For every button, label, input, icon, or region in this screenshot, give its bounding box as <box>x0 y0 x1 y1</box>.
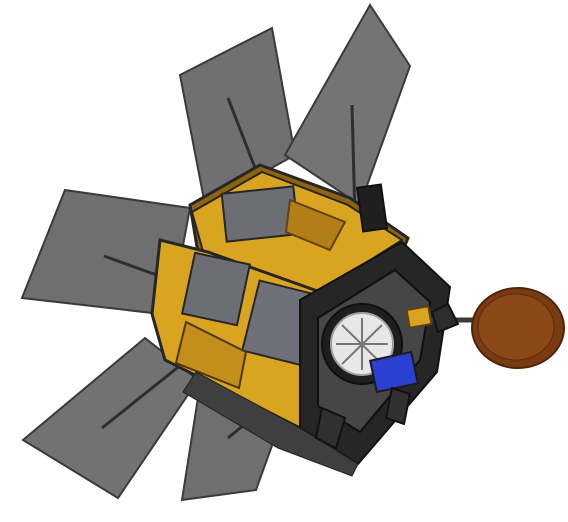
lens-strut-4 <box>341 324 383 365</box>
gold-component-right <box>405 305 433 329</box>
solar-panels <box>20 3 412 502</box>
antenna-dish-rim <box>477 293 555 361</box>
lower-right-bracket <box>384 386 412 426</box>
boom-bottom-left <box>101 354 193 430</box>
front-instruments <box>314 183 433 450</box>
blue-sensor-panel <box>368 350 420 394</box>
front-gray-module-left <box>180 251 252 327</box>
boom-top-right <box>350 104 357 219</box>
solar-panel-top-right <box>283 3 412 207</box>
antenna-mount <box>430 302 460 334</box>
antenna-assembly <box>428 287 565 369</box>
top-detail-panel <box>284 198 347 252</box>
body-lower-shadow <box>182 371 359 477</box>
lower-bracket <box>314 406 347 450</box>
upper-sensor-box <box>355 183 389 233</box>
lower-gold-panel <box>174 320 248 390</box>
satellite-body <box>150 163 452 477</box>
